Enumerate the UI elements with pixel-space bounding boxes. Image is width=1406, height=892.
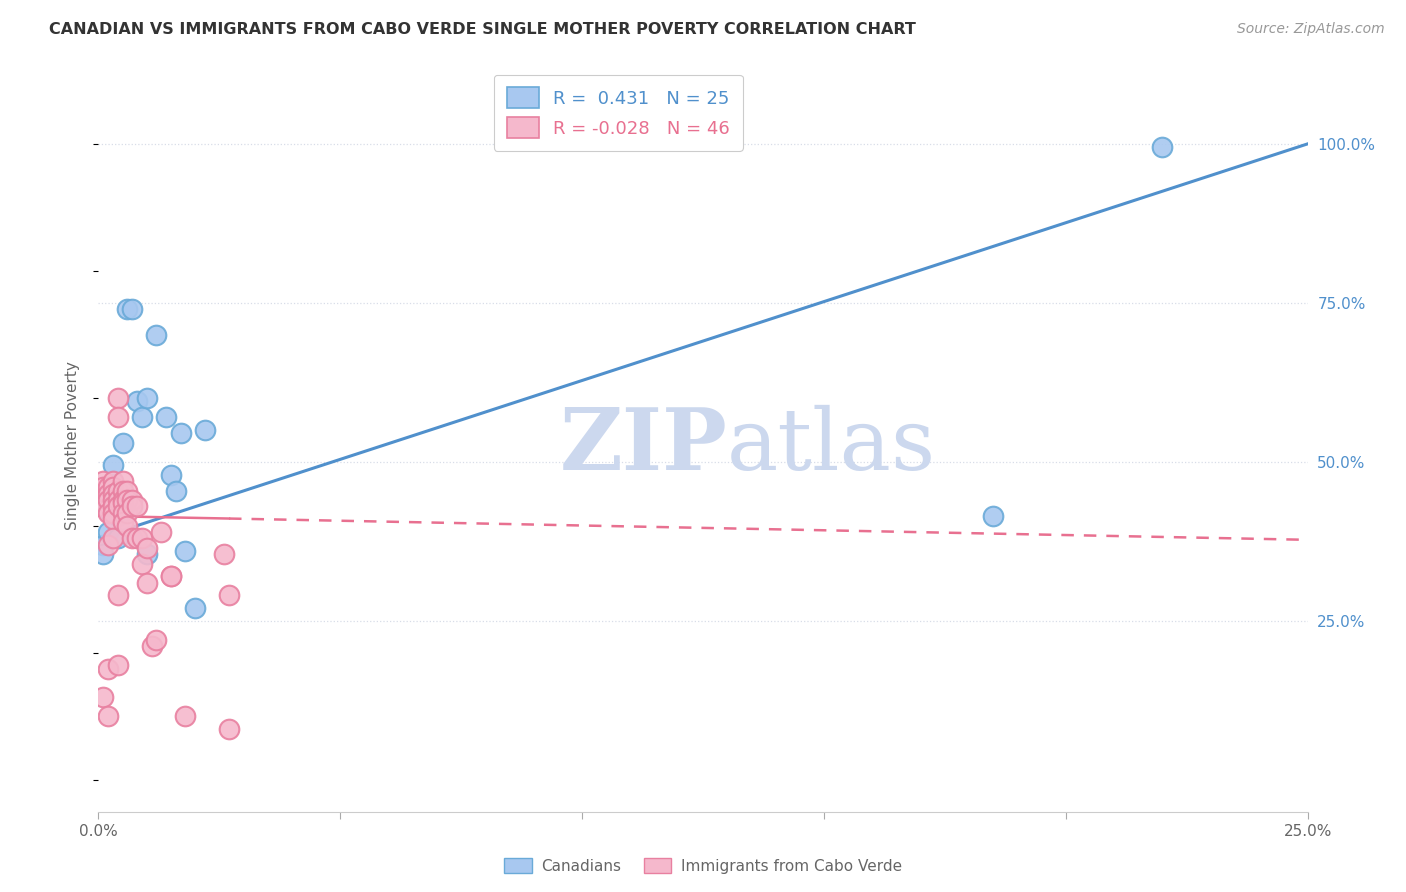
Point: [107, 531, 129, 545]
Point: [91, 690, 114, 705]
Point: [97, 506, 120, 520]
Legend: Canadians, Immigrants from Cabo Verde: Canadians, Immigrants from Cabo Verde: [498, 852, 908, 880]
Point: [111, 483, 134, 498]
Point: [121, 493, 143, 508]
Point: [127, 531, 149, 545]
Point: [218, 589, 240, 603]
Point: [107, 500, 129, 514]
Point: [121, 531, 143, 545]
Point: [91, 493, 114, 508]
Point: [101, 458, 124, 472]
Point: [135, 392, 157, 406]
Point: [141, 640, 163, 654]
Point: [117, 506, 139, 520]
Point: [101, 493, 124, 508]
Point: [117, 483, 139, 498]
Point: [165, 483, 187, 498]
Point: [184, 601, 207, 615]
Point: [91, 538, 114, 552]
Point: [212, 547, 235, 561]
Point: [107, 508, 129, 523]
Point: [150, 524, 173, 539]
Point: [169, 426, 191, 441]
Point: [91, 500, 114, 514]
Point: [97, 709, 120, 723]
Point: [145, 327, 167, 342]
Point: [91, 474, 114, 488]
Point: [101, 480, 124, 494]
Point: [111, 474, 134, 488]
Point: [107, 493, 129, 508]
Point: [97, 662, 120, 676]
Point: [174, 544, 197, 558]
Point: [981, 508, 1004, 523]
Point: [97, 502, 120, 516]
Point: [97, 486, 120, 500]
Y-axis label: Single Mother Poverty: Single Mother Poverty: [65, 361, 80, 531]
Point: [111, 496, 134, 510]
Point: [101, 500, 124, 514]
Text: atlas: atlas: [727, 404, 936, 488]
Point: [97, 538, 120, 552]
Point: [111, 435, 134, 450]
Point: [97, 493, 120, 508]
Point: [194, 423, 217, 437]
Text: CANADIAN VS IMMIGRANTS FROM CABO VERDE SINGLE MOTHER POVERTY CORRELATION CHART: CANADIAN VS IMMIGRANTS FROM CABO VERDE S…: [49, 22, 917, 37]
Point: [160, 569, 183, 583]
Point: [127, 394, 149, 409]
Point: [97, 524, 120, 539]
Point: [97, 480, 120, 494]
Point: [1152, 140, 1174, 154]
Point: [111, 506, 134, 520]
Point: [107, 483, 129, 498]
Point: [135, 547, 157, 561]
Point: [101, 486, 124, 500]
Text: ZIP: ZIP: [560, 404, 727, 488]
Point: [107, 410, 129, 425]
Point: [91, 480, 114, 494]
Point: [174, 709, 197, 723]
Point: [101, 531, 124, 545]
Point: [135, 575, 157, 590]
Point: [101, 483, 124, 498]
Point: [107, 589, 129, 603]
Point: [121, 500, 143, 514]
Point: [117, 302, 139, 317]
Point: [117, 518, 139, 533]
Point: [107, 392, 129, 406]
Point: [160, 467, 183, 482]
Point: [127, 500, 149, 514]
Point: [101, 506, 124, 520]
Point: [91, 547, 114, 561]
Point: [117, 493, 139, 508]
Point: [121, 302, 143, 317]
Text: Source: ZipAtlas.com: Source: ZipAtlas.com: [1237, 22, 1385, 37]
Point: [107, 658, 129, 673]
Point: [218, 722, 240, 736]
Point: [135, 541, 157, 555]
Point: [111, 493, 134, 508]
Point: [131, 557, 153, 571]
Legend: R =  0.431   N = 25, R = -0.028   N = 46: R = 0.431 N = 25, R = -0.028 N = 46: [494, 75, 742, 151]
Point: [160, 569, 183, 583]
Point: [155, 410, 177, 425]
Point: [101, 474, 124, 488]
Point: [111, 516, 134, 530]
Point: [131, 531, 153, 545]
Point: [131, 410, 153, 425]
Point: [145, 632, 167, 647]
Point: [101, 512, 124, 526]
